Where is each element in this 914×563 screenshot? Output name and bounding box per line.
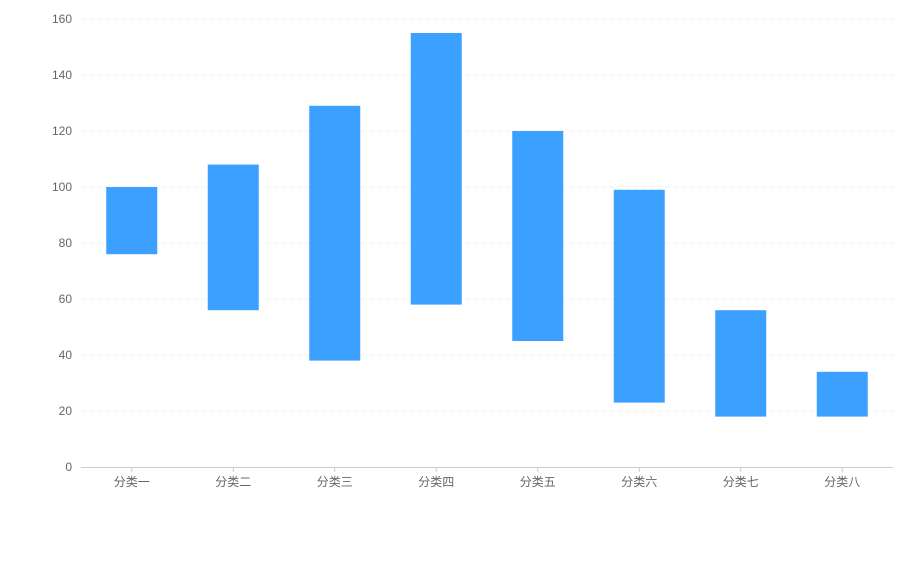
bar[interactable] [207,164,259,311]
bar[interactable] [106,187,158,255]
y-tick-label: 60 [59,292,73,306]
y-tick-label: 40 [59,348,73,362]
bar[interactable] [309,105,361,361]
x-tick-label: 分类一 [114,475,150,489]
bar[interactable] [613,189,665,403]
x-tick-label: 分类五 [520,475,556,489]
x-tick-label: 分类四 [418,475,454,489]
bar[interactable] [816,371,868,417]
axes [81,467,893,472]
y-tick-label: 0 [65,460,72,474]
x-tick-label: 分类三 [317,475,353,489]
bar[interactable] [512,131,564,341]
bar[interactable] [410,33,462,305]
y-tick-label: 160 [52,12,72,26]
x-tick-label: 分类二 [215,475,251,489]
x-tick-label: 分类七 [723,475,759,489]
y-tick-label: 140 [52,68,72,82]
x-tick-label: 分类八 [824,475,860,489]
y-tick-label: 20 [59,404,73,418]
bars [106,33,868,417]
y-tick-label: 120 [52,124,72,138]
y-tick-label: 80 [59,236,73,250]
y-tick-label: 100 [52,180,72,194]
grid-lines [81,18,893,412]
x-axis-tick-labels: 分类一 分类二 分类三 分类四 分类五 分类六 分类七 分类八 [114,475,861,489]
x-tick-label: 分类六 [621,475,657,489]
y-axis-tick-labels: 0 20 40 60 80 100 120 140 160 [52,12,72,474]
bar[interactable] [715,310,767,417]
